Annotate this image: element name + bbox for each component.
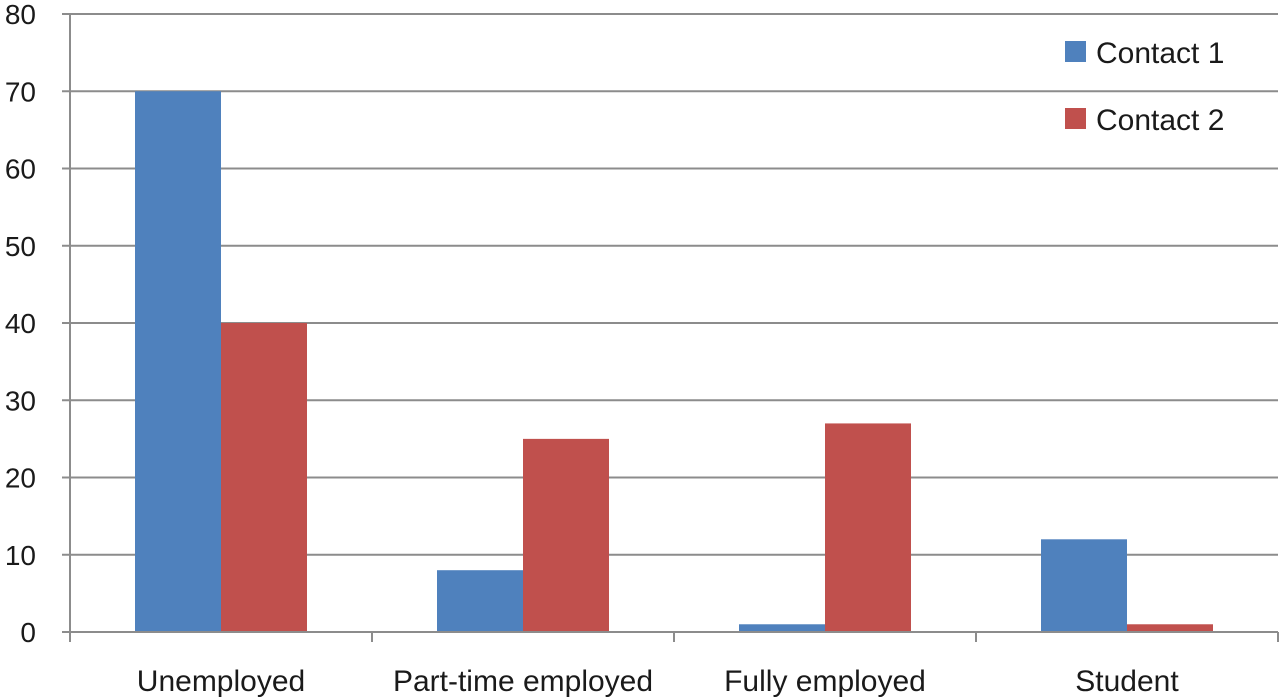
legend-swatch [1065, 108, 1086, 129]
y-tick-label: 10 [5, 540, 36, 571]
x-axis-labels: Unemployed Part-time employed Fully employ… [137, 665, 1180, 698]
x-category-label: Student [1075, 665, 1179, 698]
y-tick-label: 40 [5, 308, 36, 339]
legend-label: Contact 2 [1096, 104, 1224, 137]
bar-contact-2-student [1127, 624, 1213, 632]
axes [69, 14, 1279, 642]
bar-contact-1-fully-employed [739, 624, 825, 632]
bar-contact-1-student [1041, 539, 1127, 632]
y-tick-label: 20 [5, 463, 36, 494]
bar-contact-1-unemployed [135, 91, 221, 632]
bar-contact-1-part-time-employed [437, 570, 523, 632]
x-category-label: Unemployed [137, 665, 305, 698]
legend-label: Contact 1 [1096, 37, 1224, 70]
y-tick-label: 50 [5, 231, 36, 262]
legend: Contact 1 Contact 2 [1065, 37, 1224, 137]
y-tick-label: 30 [5, 385, 36, 416]
bar-contact-2-part-time-employed [523, 438, 609, 632]
bars [135, 91, 1213, 632]
bar-contact-2-unemployed [221, 323, 307, 632]
y-tick-label: 80 [5, 0, 36, 30]
legend-swatch [1065, 41, 1086, 62]
x-category-label: Fully employed [724, 665, 926, 698]
y-axis-ticks: 0 10 20 30 40 50 60 70 80 [5, 0, 70, 648]
x-category-label: Part-time employed [393, 665, 653, 698]
y-tick-label: 70 [5, 76, 36, 107]
y-tick-label: 60 [5, 154, 36, 185]
y-tick-label: 0 [20, 617, 36, 648]
bar-contact-2-fully-employed [825, 423, 911, 632]
